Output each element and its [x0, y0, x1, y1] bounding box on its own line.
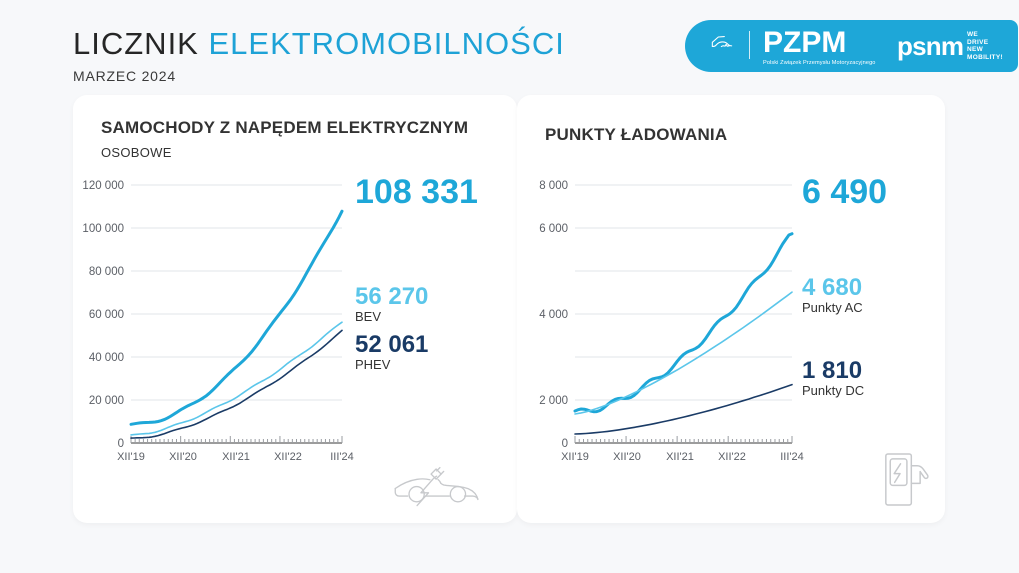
svg-text:XII'22: XII'22: [274, 451, 302, 463]
svg-text:4 000: 4 000: [539, 309, 568, 321]
svg-text:BEV: BEV: [355, 309, 381, 324]
svg-text:20 000: 20 000: [89, 395, 124, 407]
svg-text:2 000: 2 000: [539, 395, 568, 407]
svg-text:III'24: III'24: [330, 451, 354, 463]
svg-text:100 000: 100 000: [82, 223, 124, 235]
svg-text:PUNKTY ŁADOWANIA: PUNKTY ŁADOWANIA: [545, 125, 727, 144]
svg-text:4 680: 4 680: [802, 274, 862, 301]
svg-text:52 061: 52 061: [355, 331, 428, 358]
svg-text:XII'19: XII'19: [117, 451, 145, 463]
svg-text:40 000: 40 000: [89, 352, 124, 364]
svg-text:XII'21: XII'21: [222, 451, 250, 463]
svg-text:III'24: III'24: [780, 451, 804, 463]
svg-text:6 000: 6 000: [539, 223, 568, 235]
svg-text:XII'20: XII'20: [169, 451, 197, 463]
svg-text:XII'19: XII'19: [561, 451, 589, 463]
svg-text:0: 0: [562, 438, 568, 450]
svg-text:XII'22: XII'22: [718, 451, 746, 463]
svg-text:1 810: 1 810: [802, 357, 862, 384]
svg-text:56 270: 56 270: [355, 283, 428, 310]
svg-text:6 490: 6 490: [802, 173, 887, 211]
svg-text:80 000: 80 000: [89, 266, 124, 278]
svg-text:108 331: 108 331: [355, 173, 478, 211]
svg-text:Punkty AC: Punkty AC: [802, 300, 863, 315]
svg-text:120 000: 120 000: [82, 180, 124, 192]
svg-text:XII'21: XII'21: [666, 451, 694, 463]
svg-text:PHEV: PHEV: [355, 357, 391, 372]
svg-text:XII'20: XII'20: [613, 451, 641, 463]
svg-text:0: 0: [118, 438, 124, 450]
svg-text:Punkty DC: Punkty DC: [802, 383, 864, 398]
svg-text:8 000: 8 000: [539, 180, 568, 192]
svg-text:60 000: 60 000: [89, 309, 124, 321]
